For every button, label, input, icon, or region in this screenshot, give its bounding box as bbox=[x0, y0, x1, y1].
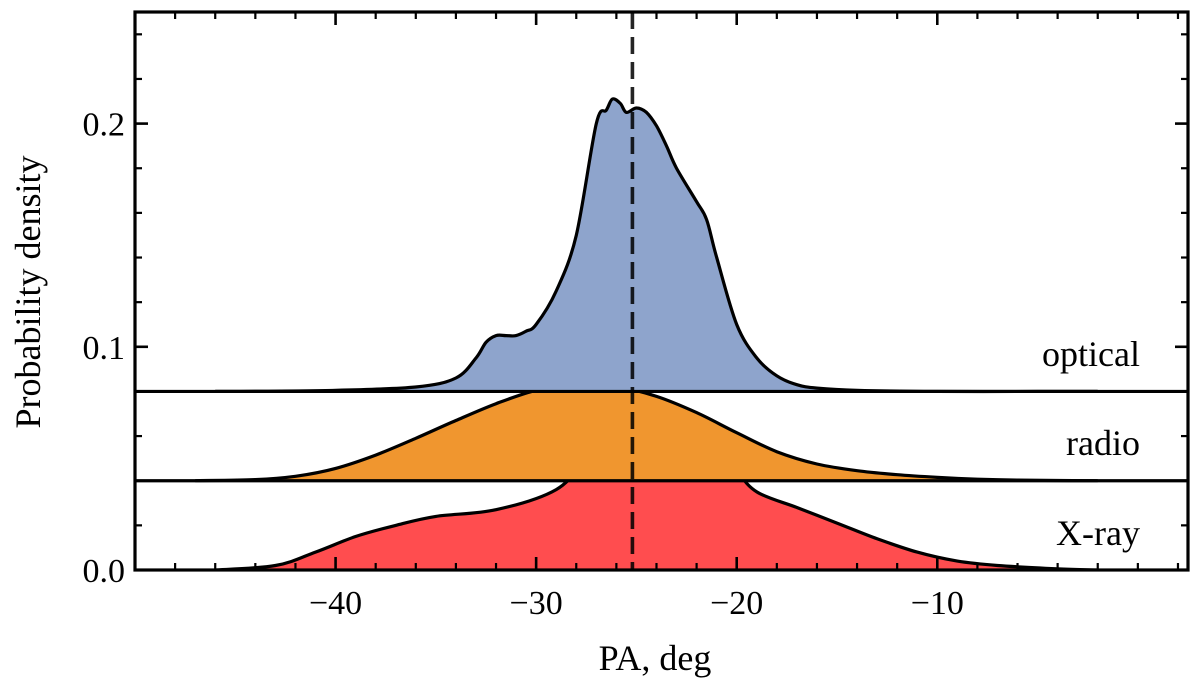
series-label-x-ray: X-ray bbox=[1056, 513, 1140, 553]
series-optical bbox=[135, 97, 1188, 394]
density-curve-optical bbox=[215, 97, 1098, 394]
series-layer bbox=[135, 97, 1188, 570]
x-tick-label: −40 bbox=[309, 585, 362, 622]
axes-layer: −40 −30 −20 −10 0.0 0.1 0.2 bbox=[83, 10, 1190, 622]
series-label-optical: optical bbox=[1042, 334, 1140, 374]
x-axis-label: PA, deg bbox=[599, 638, 712, 678]
series-radio bbox=[135, 382, 1188, 483]
area-fill-optical bbox=[215, 98, 1098, 392]
series-labels-layer: X-ray radio optical bbox=[1042, 334, 1140, 553]
area-fill-x-ray bbox=[215, 424, 1098, 570]
y-axis-label: Probability density bbox=[8, 156, 48, 429]
series-label-radio: radio bbox=[1066, 423, 1140, 463]
area-fill-radio bbox=[195, 384, 1098, 481]
x-tick-label: −30 bbox=[510, 585, 563, 622]
plot-frame bbox=[133, 10, 1190, 572]
x-tick-label: −20 bbox=[710, 585, 763, 622]
y-tick-label: 0.2 bbox=[83, 107, 126, 144]
x-tick-label: −10 bbox=[911, 585, 964, 622]
density-curve-radio bbox=[195, 382, 1098, 483]
y-tick-label: 0.1 bbox=[83, 330, 126, 367]
y-tick-label: 0.0 bbox=[83, 553, 126, 590]
